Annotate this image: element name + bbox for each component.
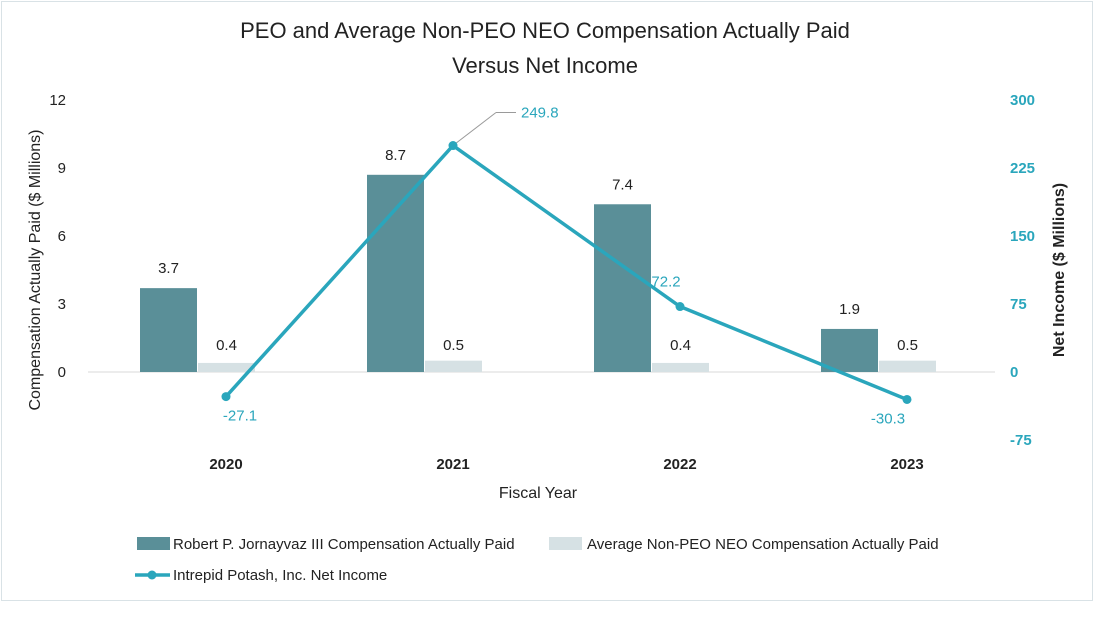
net-income-points	[221, 141, 912, 404]
x-axis-label: Fiscal Year	[499, 485, 578, 502]
left-tick-3: 3	[58, 296, 66, 313]
bars-group	[140, 174, 936, 372]
ni-point-2022	[675, 302, 685, 312]
label-peo-2022: 7.4	[612, 176, 633, 193]
net-income-labels: -27.1 249.8 72.2 -30.3	[223, 105, 905, 428]
net-income-line	[224, 143, 908, 402]
net-income-leader-line	[452, 112, 497, 146]
bar-neo-2021	[425, 360, 482, 372]
left-tick-0: 0	[58, 364, 66, 381]
right-tick-150: 150	[1010, 228, 1035, 245]
bar-peo-2022	[594, 204, 651, 372]
label-peo-2020: 3.7	[158, 260, 179, 277]
bar-neo-2020	[198, 362, 255, 372]
right-tick-75: 75	[1010, 296, 1027, 313]
category-label-2020: 2020	[209, 456, 242, 473]
label-neo-2022: 0.4	[670, 337, 691, 354]
right-axis-label: Net Income ($ Millions)	[1051, 183, 1068, 357]
legend-label-neo: Average Non-PEO NEO Compensation Actuall…	[587, 536, 939, 553]
left-axis-ticks: 0 3 6 9 12	[49, 92, 66, 381]
bar-peo-2020	[140, 288, 197, 372]
legend-label-net-income: Intrepid Potash, Inc. Net Income	[173, 567, 387, 584]
left-axis-label: Compensation Actually Paid ($ Millions)	[27, 129, 44, 410]
right-tick-300: 300	[1010, 92, 1035, 109]
label-peo-2023: 1.9	[839, 301, 860, 318]
right-tick-225: 225	[1010, 160, 1035, 177]
category-label-2023: 2023	[890, 456, 923, 473]
bar-peo-2023	[821, 328, 878, 372]
ni-point-2020	[221, 392, 231, 402]
ni-point-2023	[902, 394, 912, 404]
left-tick-9: 9	[58, 160, 66, 177]
chart-title-line-2: Versus Net Income	[452, 53, 638, 78]
legend-swatch-neo	[549, 537, 582, 550]
bar-peo-2021	[367, 174, 424, 372]
chart-title-line-1: PEO and Average Non-PEO NEO Compensation…	[240, 18, 850, 43]
right-axis-ticks: -75 0 75 150 225 300	[1010, 92, 1035, 449]
category-label-2022: 2022	[663, 456, 696, 473]
bar-neo-2022	[652, 362, 709, 372]
ni-label-2020: -27.1	[223, 408, 257, 425]
ni-label-2023: -30.3	[871, 410, 905, 427]
legend-swatch-peo	[137, 537, 170, 550]
label-neo-2023: 0.5	[897, 337, 918, 354]
ni-point-2021	[448, 141, 458, 151]
left-tick-12: 12	[49, 92, 66, 109]
bar-labels-group: 3.7 8.7 7.4 1.9 0.4 0.5 0.4 0.5	[158, 147, 918, 354]
legend-marker-net-income	[147, 570, 157, 580]
category-label-2021: 2021	[436, 456, 469, 473]
right-tick-0: 0	[1010, 364, 1018, 381]
ni-label-2022: 72.2	[651, 274, 680, 291]
bar-neo-2023	[879, 360, 936, 372]
label-neo-2021: 0.5	[443, 337, 464, 354]
right-tick--75: -75	[1010, 432, 1032, 449]
label-peo-2021: 8.7	[385, 147, 406, 164]
legend-label-peo: Robert P. Jornayvaz III Compensation Act…	[173, 536, 515, 553]
label-neo-2020: 0.4	[216, 337, 237, 354]
left-tick-6: 6	[58, 228, 66, 245]
category-labels: 2020 2021 2022 2023	[209, 456, 923, 473]
ni-label-2021: 249.8	[521, 105, 559, 122]
